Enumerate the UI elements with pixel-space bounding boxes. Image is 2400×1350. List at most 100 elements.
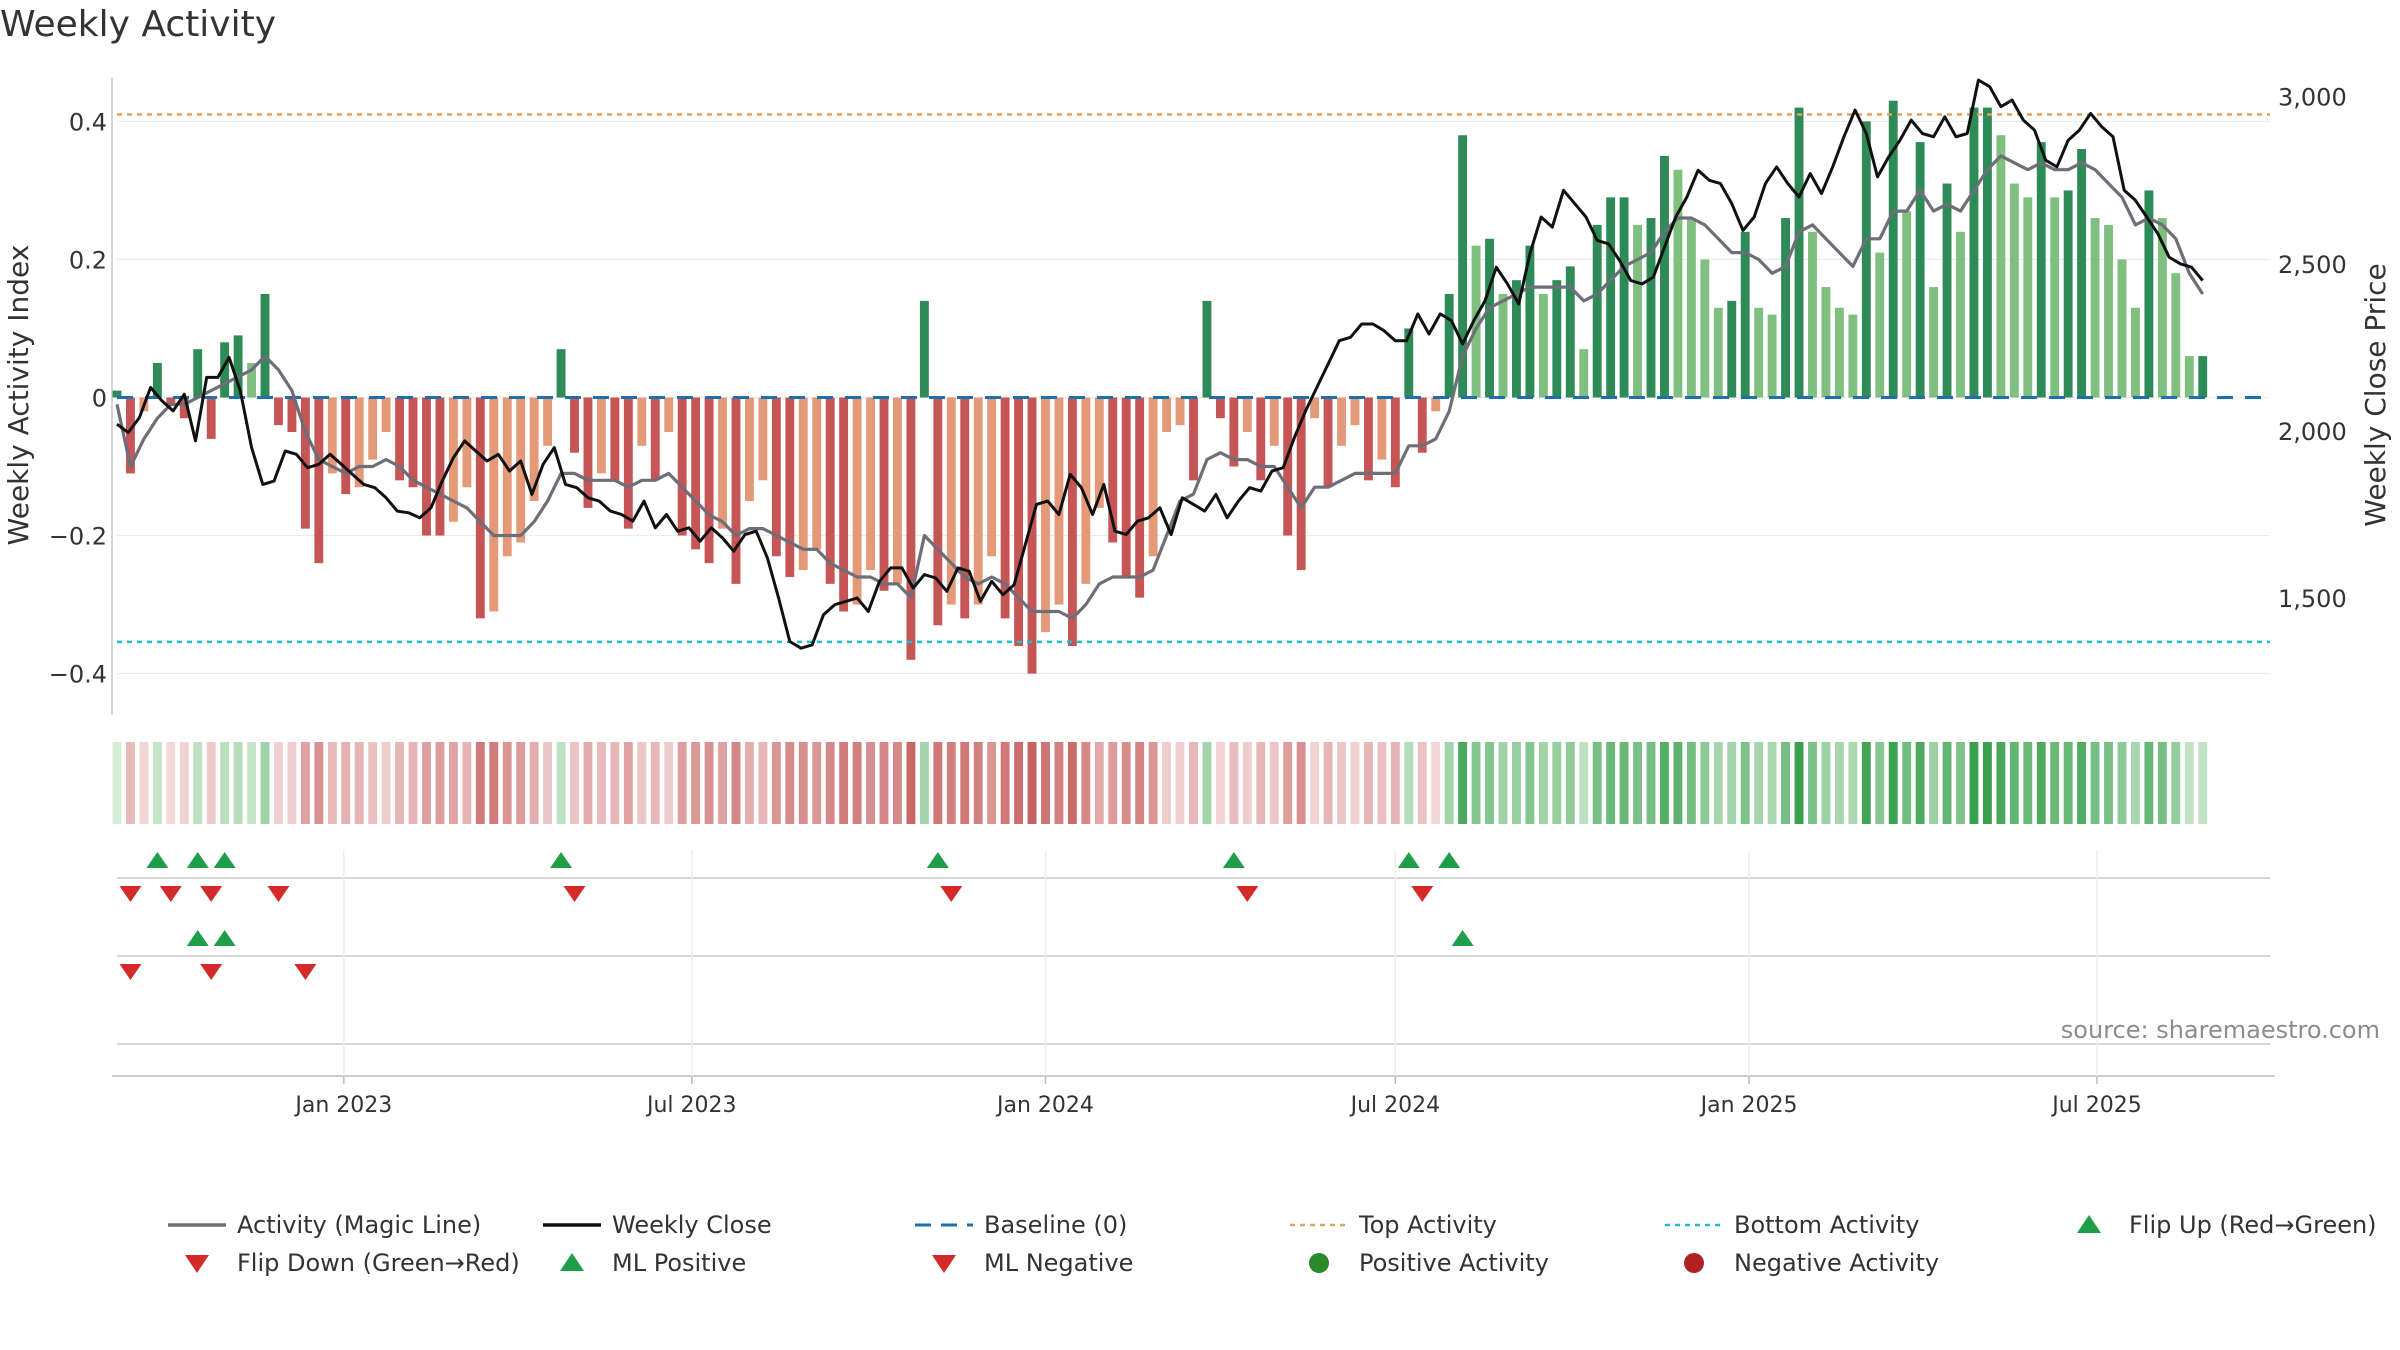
- heat-cell: [1969, 742, 1979, 824]
- activity-bar: [1660, 155, 1669, 398]
- chart-title: Weekly Activity: [0, 4, 277, 45]
- activity-bar: [1794, 107, 1804, 398]
- activity-bar: [1485, 238, 1494, 398]
- activity-bar: [570, 397, 579, 453]
- activity-bar: [1027, 397, 1037, 674]
- flip-up-marker: [146, 852, 169, 868]
- x-tick-label: Jan 2023: [293, 1093, 392, 1118]
- heat-cell: [139, 742, 149, 824]
- heat-cell: [1215, 742, 1225, 824]
- activity-bar: [718, 397, 727, 529]
- heat-cell: [529, 742, 539, 824]
- x-tick-label: Jan 2024: [995, 1093, 1094, 1118]
- heat-cell: [1861, 742, 1871, 824]
- heat-cell: [664, 742, 674, 824]
- activity-bar: [2036, 142, 2046, 398]
- flip-down-marker: [1411, 886, 1434, 902]
- heat-cell: [1296, 742, 1306, 824]
- heat-cell: [1337, 742, 1346, 824]
- heat-cell: [1377, 742, 1387, 824]
- heat-cell: [704, 742, 714, 824]
- activity-bar: [1229, 397, 1239, 467]
- legend-label: ML Negative: [984, 1249, 1133, 1277]
- activity-bar: [1444, 293, 1454, 398]
- activity-bar: [1202, 300, 1212, 398]
- activity-bar: [1283, 397, 1293, 536]
- activity-bar: [1982, 107, 1992, 398]
- heat-cell: [395, 742, 405, 824]
- heat-cell: [1713, 742, 1723, 824]
- activity-bar: [1215, 397, 1225, 419]
- activity-bar: [1512, 280, 1521, 398]
- x-axis: Jan 2023 Jul 2023 Jan 2024 Jul 2024 Jan 2025…: [112, 850, 2275, 1118]
- heat-cell: [623, 742, 633, 824]
- activity-bar: [179, 397, 189, 419]
- activity-bar: [1969, 107, 1979, 398]
- activity-bar: [260, 293, 270, 398]
- heat-cell: [489, 742, 499, 824]
- heat-cell: [798, 742, 808, 824]
- heat-cell: [570, 742, 579, 824]
- activity-bar: [422, 397, 431, 536]
- heat-cell: [556, 742, 566, 824]
- heat-cell: [543, 742, 553, 824]
- activity-bar: [973, 397, 983, 605]
- activity-bar: [785, 397, 795, 577]
- heat-cell: [448, 742, 458, 824]
- y-axis-label-right: Weekly Close Price: [2359, 263, 2392, 526]
- heat-cell: [422, 742, 431, 824]
- activity-bar: [543, 397, 553, 446]
- activity-bar: [475, 397, 485, 619]
- activity-bar: [1686, 218, 1696, 398]
- activity-bar: [919, 300, 929, 398]
- activity-bar: [354, 397, 364, 488]
- activity-bar: [1054, 397, 1064, 605]
- activity-bar: [1498, 293, 1508, 398]
- activity-bar: [274, 397, 283, 426]
- heat-cell: [1781, 742, 1791, 824]
- flip-down-marker: [294, 964, 317, 980]
- heat-cell: [1202, 742, 1212, 824]
- activity-bar: [1754, 307, 1764, 398]
- activity-bar: [126, 397, 135, 474]
- x-tick-label: Jul 2023: [645, 1093, 737, 1118]
- activity-bar: [2144, 190, 2154, 398]
- heat-cell: [1390, 742, 1400, 824]
- x-tick-label: Jul 2024: [1349, 1093, 1441, 1118]
- activity-bar: [1269, 397, 1279, 446]
- flip-down-marker: [563, 886, 586, 902]
- activity-bar: [1189, 397, 1198, 481]
- heat-cell: [502, 742, 512, 824]
- activity-bar: [839, 397, 849, 612]
- heat-cell: [1929, 742, 1939, 824]
- heat-cell: [1538, 742, 1548, 824]
- heat-cell: [1686, 742, 1696, 824]
- activity-bar: [1848, 314, 1858, 398]
- heat-cell: [2009, 742, 2019, 824]
- x-tick-label: Jan 2025: [1699, 1093, 1798, 1118]
- activity-bar: [2117, 259, 2127, 398]
- heat-cell: [1269, 742, 1279, 824]
- heat-cell: [1000, 742, 1010, 824]
- heat-cell: [327, 742, 337, 824]
- activity-bar: [1067, 397, 1077, 646]
- heat-cell: [1767, 742, 1777, 824]
- heat-cell: [1027, 742, 1037, 824]
- legend-label: ML Positive: [612, 1249, 746, 1277]
- activity-bar: [2050, 197, 2060, 398]
- flip-up-marker: [1222, 852, 1245, 868]
- heat-cell: [960, 742, 970, 824]
- activity-bar: [220, 342, 230, 398]
- heat-cell: [233, 742, 243, 824]
- activity-bar: [193, 349, 203, 398]
- heat-cell: [2104, 742, 2113, 824]
- activity-bar: [677, 397, 687, 536]
- heat-cell: [274, 742, 283, 824]
- activity-bar: [691, 397, 701, 550]
- heat-cell: [193, 742, 203, 824]
- y-tick-label-left: 0: [92, 385, 107, 413]
- activity-bar: [233, 335, 243, 398]
- heat-cell: [2050, 742, 2060, 824]
- flip-up-marker: [1397, 852, 1420, 868]
- heat-cell: [691, 742, 701, 824]
